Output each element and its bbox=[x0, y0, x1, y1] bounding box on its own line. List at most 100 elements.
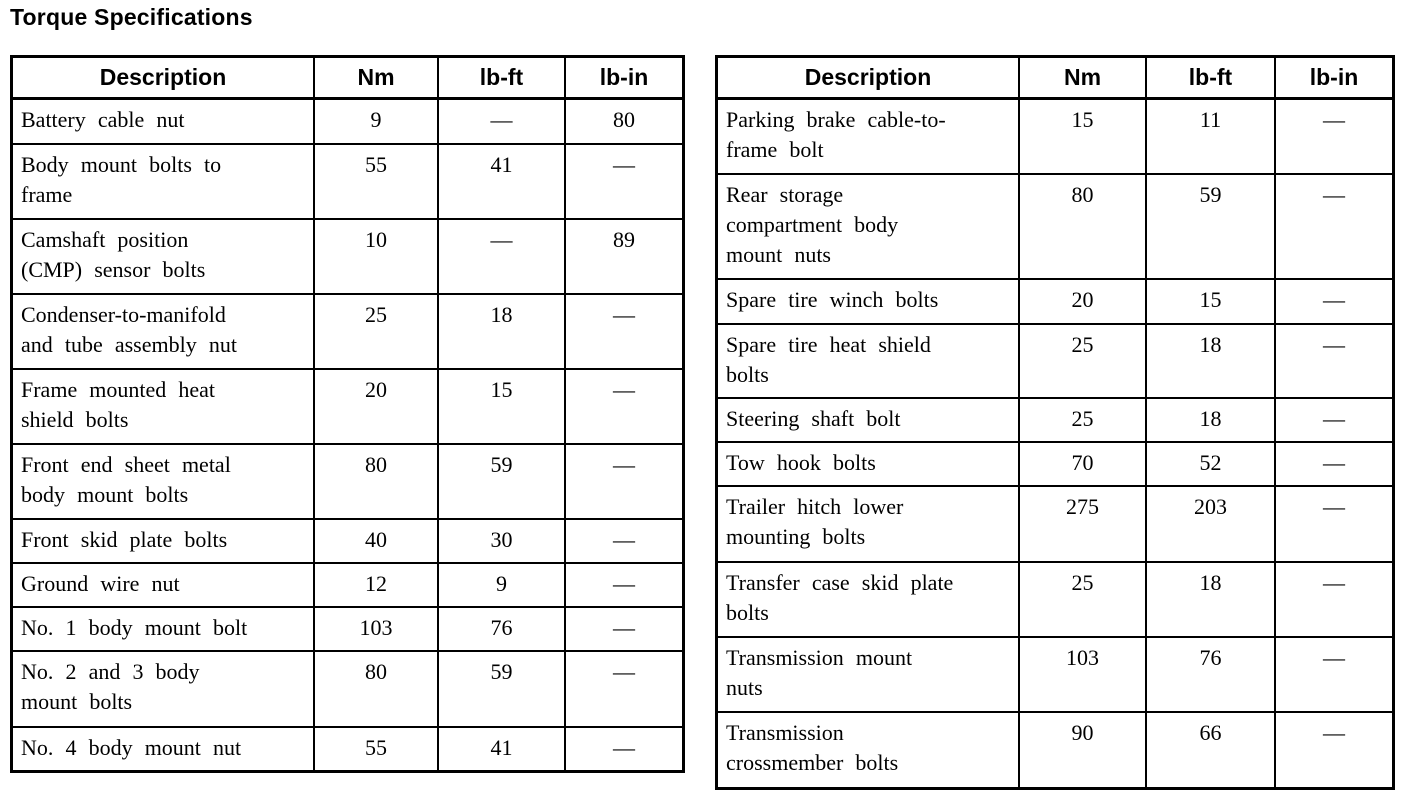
description-cell: Spare tire heat shield bolts bbox=[715, 322, 1020, 399]
nm-cell: 20 bbox=[313, 367, 439, 445]
lb-in-cell: — bbox=[1274, 277, 1395, 325]
nm-cell: 80 bbox=[313, 649, 439, 728]
nm-cell: 103 bbox=[313, 605, 439, 652]
table-row: Frame mounted heat shield bolts 20 15— bbox=[10, 367, 685, 445]
nm-cell: 103 bbox=[1018, 635, 1147, 713]
table-row: Battery cable nut 9—80 bbox=[10, 97, 685, 145]
description-cell: Steering shaft bolt bbox=[715, 396, 1020, 443]
table-row: Condenser-to-manifold and tube assembly … bbox=[10, 292, 685, 370]
torque-table-left: Description Nm lb-ft lb-in Battery cable nut… bbox=[10, 55, 685, 773]
column-header-nm: Nm bbox=[313, 55, 439, 100]
column-header-description: Description bbox=[10, 55, 315, 100]
nm-cell: 55 bbox=[313, 725, 439, 773]
table-row: Trailer hitch lower mounting bolts 275 203… bbox=[715, 484, 1395, 563]
lb-ft-cell: 203 bbox=[1145, 484, 1276, 563]
nm-cell: 80 bbox=[1018, 172, 1147, 280]
lb-ft-cell: 18 bbox=[1145, 560, 1276, 638]
description-cell: Spare tire winch bolts bbox=[715, 277, 1020, 325]
lb-in-cell: — bbox=[564, 517, 685, 564]
description-cell: Frame mounted heat shield bolts bbox=[10, 367, 315, 445]
lb-in-cell: — bbox=[1274, 484, 1395, 563]
header-row: Description Nm lb-ft lb-in bbox=[715, 55, 1395, 100]
column-header-nm: Nm bbox=[1018, 55, 1147, 100]
lb-in-cell: — bbox=[1274, 97, 1395, 175]
table-row: Camshaft position (CMP) sensor bolts 10—8… bbox=[10, 217, 685, 295]
nm-cell: 40 bbox=[313, 517, 439, 564]
page-title: Torque Specifications bbox=[10, 4, 253, 30]
lb-ft-cell: 41 bbox=[437, 142, 566, 220]
lb-ft-cell: 59 bbox=[437, 649, 566, 728]
table-row: No. 1 body mount bolt 103 76— bbox=[10, 605, 685, 652]
lb-in-cell: — bbox=[564, 605, 685, 652]
lb-in-cell: 80 bbox=[564, 97, 685, 145]
column-header-lb-in: lb-in bbox=[564, 55, 685, 100]
table-row: Parking brake cable-to-frame bolt 15 11— bbox=[715, 97, 1395, 175]
table-row: Body mount bolts to frame 55 41— bbox=[10, 142, 685, 220]
nm-cell: 20 bbox=[1018, 277, 1147, 325]
table-row: No. 4 body mount nut 55 41— bbox=[10, 725, 685, 773]
nm-cell: 9 bbox=[313, 97, 439, 145]
lb-in-cell: — bbox=[1274, 440, 1395, 487]
lb-ft-cell: 76 bbox=[437, 605, 566, 652]
column-header-lb-in: lb-in bbox=[1274, 55, 1395, 100]
lb-in-cell: — bbox=[564, 292, 685, 370]
lb-ft-cell: 66 bbox=[1145, 710, 1276, 790]
nm-cell: 25 bbox=[313, 292, 439, 370]
description-cell: No. 1 body mount bolt bbox=[10, 605, 315, 652]
column-header-lb-ft: lb-ft bbox=[1145, 55, 1276, 100]
description-cell: Transmission mount nuts bbox=[715, 635, 1020, 713]
nm-cell: 10 bbox=[313, 217, 439, 295]
nm-cell: 12 bbox=[313, 561, 439, 608]
lb-in-cell: — bbox=[1274, 396, 1395, 443]
table-row: Spare tire winch bolts 20 15— bbox=[715, 277, 1395, 325]
header-row: Description Nm lb-ft lb-in bbox=[10, 55, 685, 100]
lb-in-cell: — bbox=[1274, 322, 1395, 399]
table-row: Spare tire heat shield bolts 25 18— bbox=[715, 322, 1395, 399]
lb-in-cell: — bbox=[1274, 710, 1395, 790]
description-cell: Battery cable nut bbox=[10, 97, 315, 145]
table-row: Tow hook bolts 70 52— bbox=[715, 440, 1395, 487]
table-row: No. 2 and 3 body mount bolts 80 59— bbox=[10, 649, 685, 728]
description-cell: Ground wire nut bbox=[10, 561, 315, 608]
lb-in-cell: — bbox=[1274, 635, 1395, 713]
lb-ft-cell: 59 bbox=[437, 442, 566, 520]
lb-in-cell: — bbox=[564, 367, 685, 445]
description-cell: Body mount bolts to frame bbox=[10, 142, 315, 220]
lb-ft-cell: 30 bbox=[437, 517, 566, 564]
description-cell: Parking brake cable-to-frame bolt bbox=[715, 97, 1020, 175]
description-cell: No. 4 body mount nut bbox=[10, 725, 315, 773]
lb-in-cell: — bbox=[564, 442, 685, 520]
column-header-description: Description bbox=[715, 55, 1020, 100]
lb-ft-cell: 41 bbox=[437, 725, 566, 773]
column-header-lb-ft: lb-ft bbox=[437, 55, 566, 100]
lb-in-cell: — bbox=[1274, 172, 1395, 280]
nm-cell: 70 bbox=[1018, 440, 1147, 487]
lb-ft-cell: — bbox=[437, 97, 566, 145]
nm-cell: 15 bbox=[1018, 97, 1147, 175]
nm-cell: 25 bbox=[1018, 396, 1147, 443]
torque-table-right: Description Nm lb-ft lb-in Parking brake cab… bbox=[715, 55, 1395, 790]
description-cell: Trailer hitch lower mounting bolts bbox=[715, 484, 1020, 563]
lb-ft-cell: 52 bbox=[1145, 440, 1276, 487]
nm-cell: 80 bbox=[313, 442, 439, 520]
description-cell: Rear storage compartment body mount nuts bbox=[715, 172, 1020, 280]
lb-ft-cell: 15 bbox=[1145, 277, 1276, 325]
description-cell: Front skid plate bolts bbox=[10, 517, 315, 564]
table-row: Transfer case skid plate bolts 25 18— bbox=[715, 560, 1395, 638]
description-cell: Tow hook bolts bbox=[715, 440, 1020, 487]
lb-ft-cell: 11 bbox=[1145, 97, 1276, 175]
lb-ft-cell: 15 bbox=[437, 367, 566, 445]
lb-ft-cell: 59 bbox=[1145, 172, 1276, 280]
description-cell: No. 2 and 3 body mount bolts bbox=[10, 649, 315, 728]
lb-ft-cell: — bbox=[437, 217, 566, 295]
description-cell: Transfer case skid plate bolts bbox=[715, 560, 1020, 638]
table-row: Rear storage compartment body mount nuts… bbox=[715, 172, 1395, 280]
lb-ft-cell: 18 bbox=[1145, 396, 1276, 443]
table-row: Front skid plate bolts 40 30— bbox=[10, 517, 685, 564]
description-cell: Condenser-to-manifold and tube assembly … bbox=[10, 292, 315, 370]
nm-cell: 25 bbox=[1018, 322, 1147, 399]
lb-in-cell: — bbox=[564, 725, 685, 773]
table-row: Ground wire nut 12 9— bbox=[10, 561, 685, 608]
table-row: Front end sheet metal body mount bolts 80… bbox=[10, 442, 685, 520]
lb-ft-cell: 18 bbox=[437, 292, 566, 370]
